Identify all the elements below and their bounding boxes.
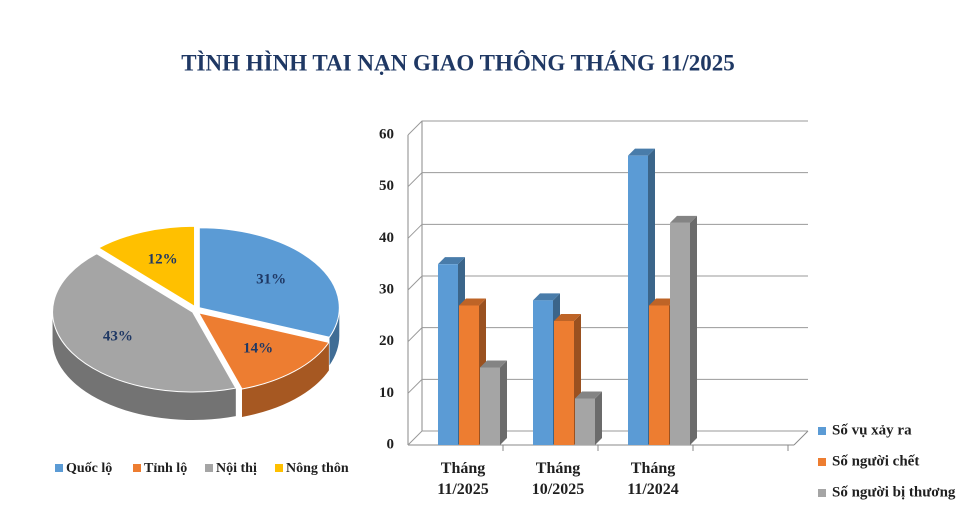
legend-swatch [133, 464, 141, 472]
x-tick-label: Tháng 11/2024 [627, 460, 679, 498]
slice-side [329, 307, 340, 366]
bar-top [438, 257, 465, 265]
legend-swatch [55, 464, 63, 472]
axis-line [793, 430, 809, 446]
data-label: 31% [256, 271, 286, 287]
legend-swatch [205, 464, 213, 472]
bar [628, 155, 648, 445]
bar-side [690, 215, 697, 445]
data-label: 12% [148, 252, 178, 268]
legend-swatch [818, 458, 826, 466]
y-tick-label: 30 [379, 281, 394, 297]
bar [649, 305, 669, 445]
bar-top [628, 148, 655, 156]
legend-swatch [818, 489, 826, 497]
grid-line [407, 275, 808, 291]
bar [554, 321, 574, 445]
y-tick-label: 0 [387, 436, 395, 452]
slice-side [242, 342, 329, 418]
pie-slice [97, 225, 196, 308]
chart-title: TÌNH HÌNH TAI NẠN GIAO THÔNG THÁNG 11/20… [181, 49, 735, 75]
bar [459, 305, 479, 445]
legend-label: Số người chết [832, 453, 919, 469]
legend-label: Số người bị thương [832, 484, 956, 500]
y-tick-label: 60 [379, 126, 394, 142]
pie-slice [198, 227, 340, 338]
bar-top [575, 391, 602, 399]
bar-side [500, 360, 507, 445]
legend-label: Quốc lộ [66, 461, 112, 476]
pie-slice [52, 253, 237, 393]
y-tick-label: 50 [379, 178, 394, 194]
bar-top [670, 215, 697, 223]
x-tick-label: Tháng 11/2025 [437, 460, 489, 498]
bar-top [649, 298, 676, 306]
bar [438, 264, 458, 445]
grid-line [407, 120, 808, 136]
bar [575, 398, 595, 445]
pie-slice [197, 312, 330, 390]
bar [480, 367, 500, 445]
y-tick-label: 40 [379, 230, 394, 246]
slice-side [52, 312, 236, 421]
bar-top [554, 314, 581, 321]
legend-label: Nội thị [216, 461, 257, 476]
legend-swatch [818, 427, 826, 435]
y-tick-label: 20 [379, 333, 394, 349]
x-tick-label: Tháng 10/2025 [531, 460, 585, 498]
legend-label: Nông thôn [286, 461, 349, 476]
legend-label: Tỉnh lộ [144, 461, 187, 476]
legend-swatch [275, 464, 283, 472]
legend-label: Số vụ xảy ra [832, 422, 912, 438]
y-tick-label: 10 [379, 385, 394, 401]
bar-top [459, 298, 486, 306]
bar-top [533, 293, 560, 301]
data-label: 14% [243, 341, 273, 357]
data-label: 43% [103, 329, 133, 345]
bar-top [480, 360, 507, 368]
grid-line [407, 223, 808, 239]
bar [670, 222, 690, 445]
bar [533, 300, 553, 445]
bar-side [595, 391, 602, 445]
grid-line [407, 172, 808, 188]
